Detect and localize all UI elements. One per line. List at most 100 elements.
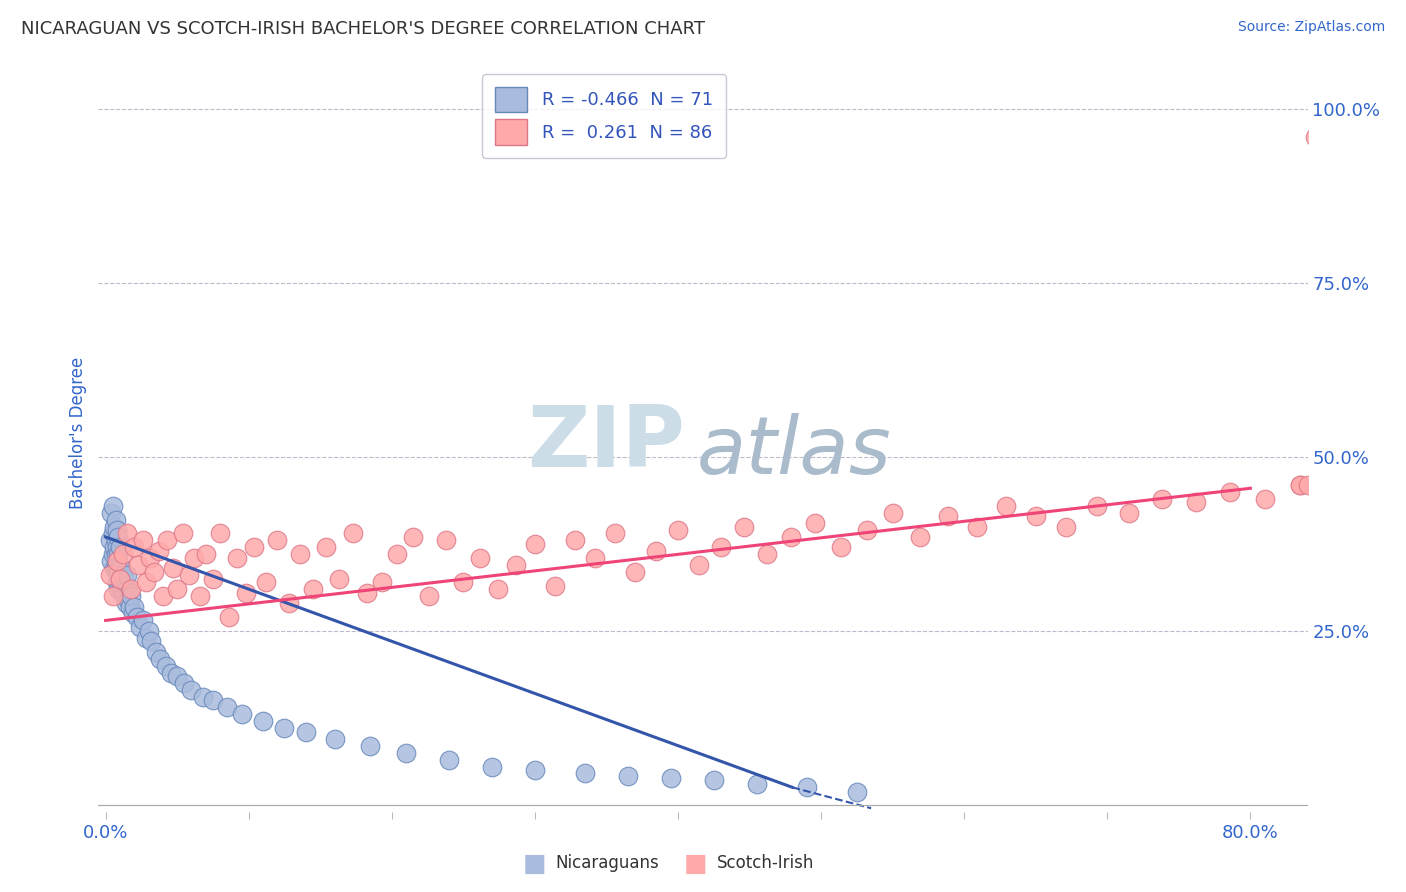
Point [148, 544, 170, 558]
Point [107, 530, 129, 544]
Point [194, 547, 217, 561]
Text: NICARAGUAN VS SCOTCH-IRISH BACHELOR'S DEGREE CORRELATION CHART: NICARAGUAN VS SCOTCH-IRISH BACHELOR'S DE… [21, 20, 704, 37]
Point [135, 631, 157, 645]
Point [328, 572, 350, 586]
Point [659, 772, 682, 786]
Point [183, 550, 205, 565]
Point [804, 516, 827, 530]
Point [745, 777, 768, 791]
Point [470, 550, 492, 565]
Point [132, 614, 155, 628]
Point [523, 537, 546, 551]
Point [115, 568, 138, 582]
Point [437, 753, 460, 767]
Point [107, 565, 129, 579]
Point [132, 533, 155, 548]
Point [277, 596, 299, 610]
Point [105, 541, 128, 555]
Text: ■: ■ [685, 852, 707, 875]
Point [387, 547, 409, 561]
Point [103, 541, 125, 555]
Legend: R = -0.466  N = 71, R =  0.261  N = 86: R = -0.466 N = 71, R = 0.261 N = 86 [482, 74, 725, 158]
Point [1289, 477, 1312, 491]
Point [152, 589, 174, 603]
Point [583, 550, 606, 565]
Point [112, 589, 135, 603]
Point [254, 575, 277, 590]
Point [1289, 477, 1312, 491]
Point [1118, 506, 1140, 520]
Point [290, 547, 312, 561]
Point [371, 575, 394, 590]
Point [160, 665, 183, 680]
Point [105, 558, 128, 572]
Point [356, 585, 378, 599]
Point [104, 561, 127, 575]
Point [101, 589, 124, 603]
Point [108, 575, 131, 590]
Point [104, 512, 127, 526]
Point [544, 579, 567, 593]
Point [135, 575, 157, 590]
Point [1185, 495, 1208, 509]
Point [111, 547, 134, 561]
Text: Scotch-Irish: Scotch-Irish [717, 855, 814, 872]
Point [112, 572, 135, 586]
Point [796, 780, 818, 795]
Point [1310, 475, 1333, 489]
Point [1253, 491, 1275, 506]
Point [125, 610, 148, 624]
Y-axis label: Bachelor's Degree: Bachelor's Degree [69, 357, 87, 508]
Point [145, 645, 167, 659]
Text: Nicaraguans: Nicaraguans [555, 855, 659, 872]
Point [98, 533, 121, 548]
Point [166, 669, 188, 683]
Point [104, 533, 127, 548]
Point [143, 565, 166, 579]
Point [1347, 136, 1369, 151]
Point [114, 596, 136, 610]
Point [173, 676, 195, 690]
Point [107, 582, 129, 596]
Point [226, 550, 249, 565]
Point [1054, 519, 1077, 533]
Point [111, 585, 134, 599]
Point [418, 589, 440, 603]
Point [172, 526, 194, 541]
Point [359, 739, 381, 753]
Point [323, 731, 346, 746]
Point [1085, 499, 1108, 513]
Point [201, 572, 224, 586]
Text: Source: ZipAtlas.com: Source: ZipAtlas.com [1237, 20, 1385, 34]
Point [688, 558, 710, 572]
Point [103, 519, 125, 533]
Point [235, 585, 257, 599]
Point [155, 658, 177, 673]
Point [617, 768, 640, 782]
Point [100, 506, 122, 520]
Point [166, 582, 188, 596]
Point [231, 707, 253, 722]
Point [217, 700, 239, 714]
Point [505, 558, 527, 572]
Point [252, 714, 274, 729]
Point [120, 582, 142, 596]
Point [1324, 475, 1347, 489]
Point [101, 547, 124, 561]
Point [481, 759, 503, 773]
Point [105, 554, 128, 568]
Point [402, 530, 425, 544]
Point [342, 526, 364, 541]
Point [1150, 491, 1173, 506]
Point [434, 533, 457, 548]
Point [1317, 471, 1340, 485]
Point [994, 499, 1017, 513]
Point [118, 599, 141, 614]
Point [564, 533, 586, 548]
Point [209, 526, 232, 541]
Point [1340, 471, 1362, 485]
Point [486, 582, 509, 596]
Point [295, 724, 318, 739]
Point [111, 568, 134, 582]
Point [574, 766, 596, 780]
